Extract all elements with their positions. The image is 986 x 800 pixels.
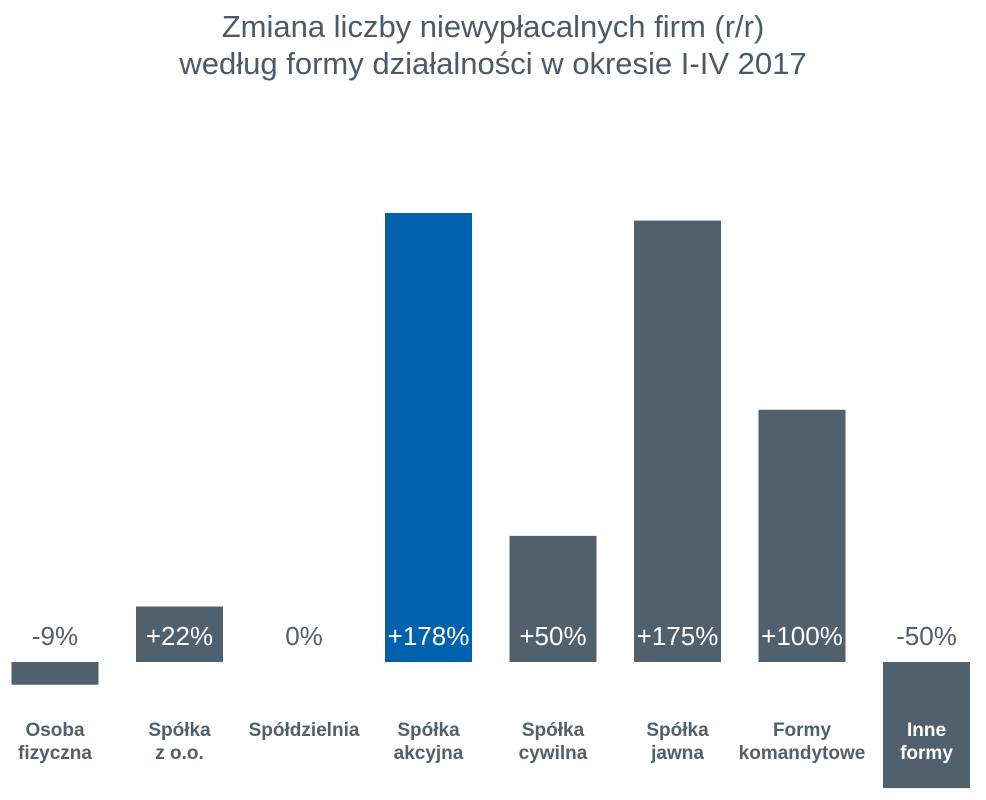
value-label-4: +50% [519, 621, 586, 651]
bar-4 [509, 535, 597, 662]
category-label-5: Spółka jawna [646, 720, 709, 764]
category-label-3: Spółka akcyjna [394, 720, 464, 764]
category-label-7: Inne formy [900, 720, 953, 764]
bar-0 [11, 662, 99, 685]
category-label-2: Spółdzielnia [249, 720, 360, 741]
value-label-1: +22% [146, 621, 213, 651]
bar-7 [883, 662, 970, 789]
category-label-6: Formy komandytowe [739, 720, 866, 764]
bar-5 [634, 220, 721, 662]
chart-title: Zmiana liczby niewypłacalnych firm (r/r)… [0, 8, 986, 82]
bar-6 [758, 409, 846, 662]
value-label-7: -50% [896, 621, 957, 651]
category-label-1: Spółka z o.o. [148, 720, 211, 764]
bar-3 [385, 213, 472, 662]
category-label-4: Spółka cywilna [519, 720, 588, 764]
chart-title-line-1: Zmiana liczby niewypłacalnych firm (r/r) [221, 9, 765, 44]
value-label-6: +100% [761, 621, 843, 651]
chart-title-line-2: według formy działalności w okresie I-IV… [179, 46, 807, 81]
value-label-0: -9% [32, 621, 78, 651]
value-label-3: +178% [388, 621, 470, 651]
bar-1 [136, 606, 223, 662]
value-label-5: +175% [637, 621, 719, 651]
value-label-2: 0% [285, 621, 323, 651]
category-label-0: Osoba fizyczna [18, 720, 92, 764]
